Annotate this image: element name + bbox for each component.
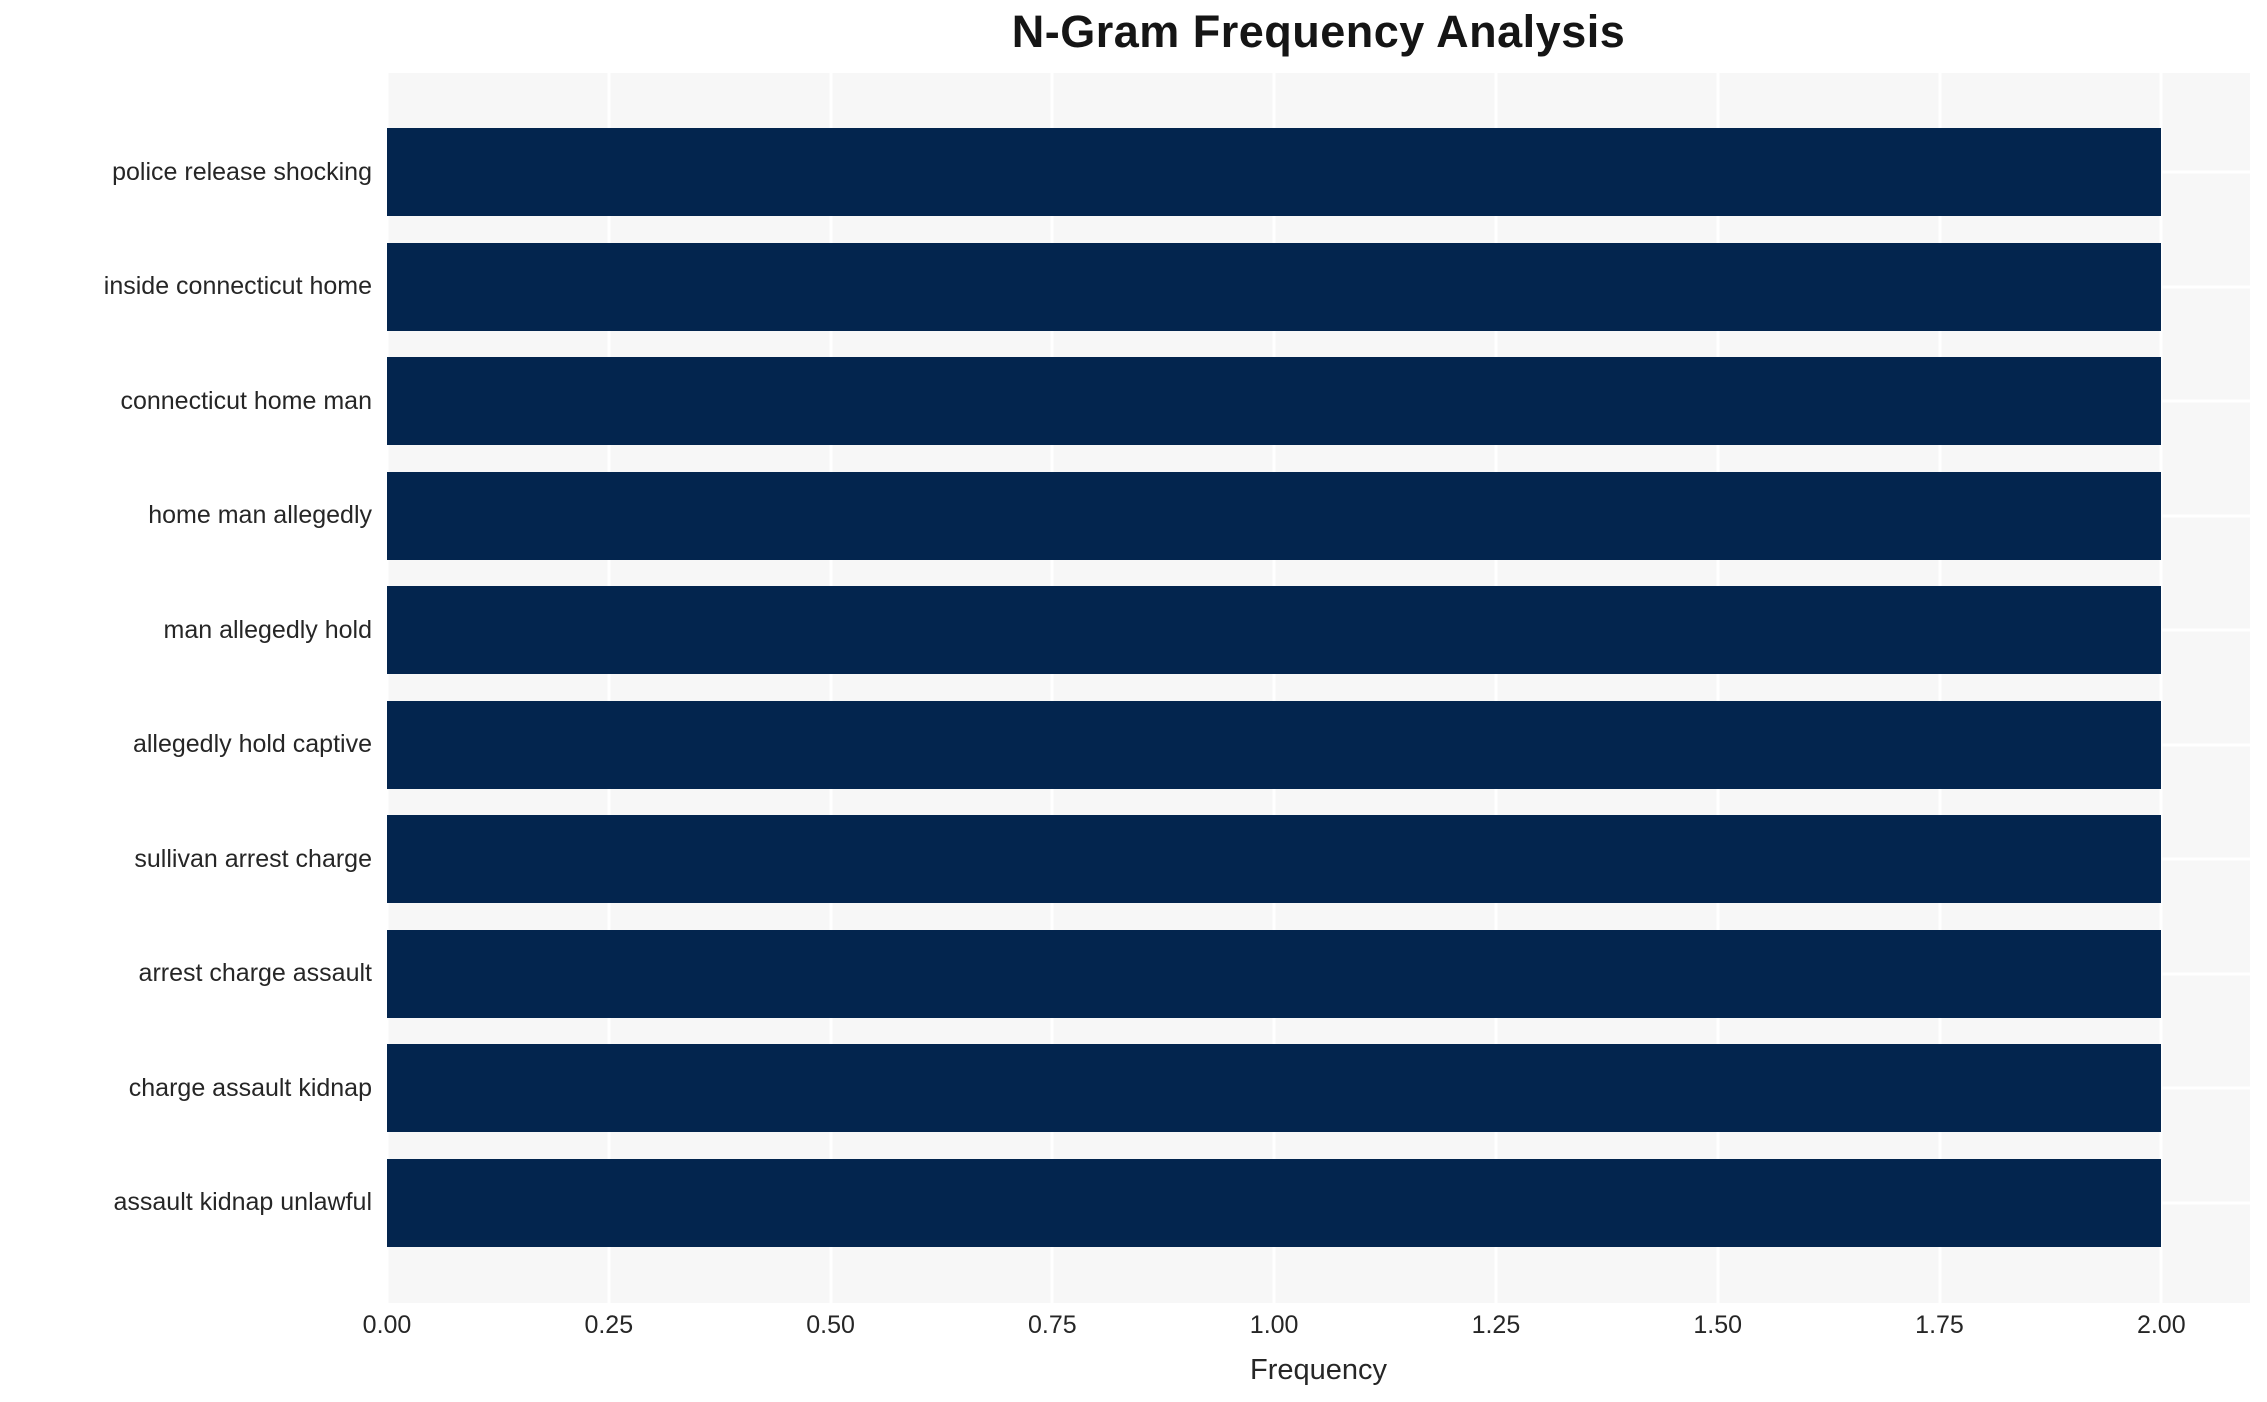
frequency-bar [387, 471, 2162, 560]
vertical-gridline [1716, 73, 1720, 1303]
vertical-gridline [829, 73, 833, 1303]
x-tick-label: 0.50 [806, 1311, 855, 1339]
vertical-gridline [1938, 73, 1941, 1303]
bar-row [387, 1146, 2250, 1261]
x-tick-label: 1.00 [1249, 1311, 1299, 1339]
y-category-label: assault kidnap unlawful [113, 1188, 373, 1217]
vertical-gridline [2159, 73, 2163, 1303]
chart-title: N-Gram Frequency Analysis [1011, 6, 1626, 57]
bar-row [387, 688, 2250, 803]
vertical-gridline [1272, 73, 1276, 1303]
x-tick-label: 1.50 [1693, 1311, 1743, 1339]
vertical-gridline [385, 73, 389, 1303]
y-category-label: sullivan arrest charge [134, 844, 372, 873]
x-tick-label: 0.25 [584, 1311, 634, 1339]
y-category-label: charge assault kidnap [128, 1073, 372, 1102]
bar-row [387, 573, 2250, 688]
vertical-gridline [1050, 73, 1054, 1303]
frequency-bar [387, 242, 2162, 331]
vertical-gridline [607, 73, 611, 1303]
bar-row [387, 802, 2250, 917]
frequency-bar [387, 700, 2162, 789]
frequency-bar [387, 586, 2162, 675]
y-category-label: home man allegedly [148, 501, 372, 530]
y-category-label: connecticut home man [120, 386, 372, 415]
x-tick-label: 0.75 [1028, 1311, 1077, 1339]
bar-rows-container [387, 115, 2250, 1260]
x-tick-label: 0.00 [362, 1311, 412, 1339]
bar-row [387, 344, 2250, 459]
frequency-bar [387, 357, 2162, 446]
x-tick-label: 1.25 [1471, 1311, 1521, 1339]
frequency-bar [387, 929, 2162, 1018]
y-axis-labels: police release shocking inside connecticu… [0, 115, 372, 1260]
bar-row [387, 115, 2250, 230]
y-category-label: arrest charge assault [138, 959, 372, 988]
y-category-label: police release shocking [112, 157, 372, 186]
x-tick-label: 1.75 [1915, 1311, 1964, 1339]
bar-row [387, 1031, 2250, 1146]
frequency-bar [387, 1044, 2162, 1133]
x-axis-title: Frequency [1249, 1354, 1387, 1386]
frequency-bar [387, 1158, 2162, 1247]
plot-area [385, 73, 2250, 1303]
bar-row [387, 459, 2250, 574]
x-tick-label: 2.00 [2136, 1311, 2186, 1339]
frequency-bar [387, 128, 2162, 217]
y-category-label: inside connecticut home [103, 272, 372, 301]
bar-row [387, 917, 2250, 1032]
bar-row [387, 230, 2250, 345]
y-category-label: allegedly hold captive [132, 730, 372, 759]
frequency-bar [387, 815, 2162, 904]
y-category-label: man allegedly hold [163, 615, 372, 644]
vertical-gridline [1494, 73, 1498, 1303]
x-axis-ticks: 0.00 0.25 0.50 0.75 1.00 1.25 1.50 1.75 2.00 [363, 1311, 2250, 1341]
